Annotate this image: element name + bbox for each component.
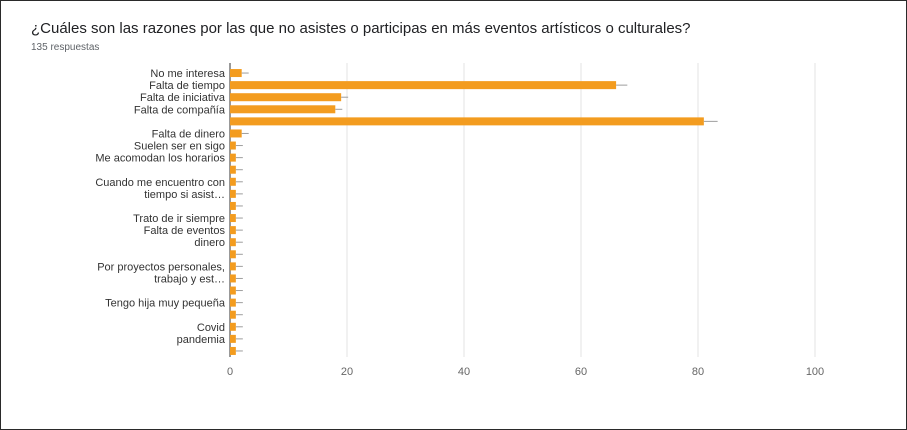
bar-13 — [230, 226, 236, 235]
category-label-0: No me interesa — [150, 68, 225, 80]
x-tick-label-4: 80 — [692, 366, 704, 378]
bar-7 — [230, 153, 236, 162]
bar-2 — [230, 93, 342, 102]
bar-5 — [230, 129, 242, 138]
category-label-6: Suelen ser en sigo — [134, 141, 225, 153]
grid-lines — [229, 63, 816, 357]
bar-16 — [230, 262, 236, 271]
bar-4 — [230, 117, 704, 126]
bar-23 — [230, 346, 236, 355]
category-label-17: trabajo y est… — [154, 273, 225, 285]
category-label-16: Por proyectos personales, — [97, 261, 225, 273]
category-label-3: Falta de compañía — [134, 104, 226, 116]
category-label-7: Me acomodan los horarios — [95, 153, 225, 165]
bars — [230, 69, 718, 355]
bar-1 — [230, 81, 617, 90]
bar-19 — [230, 298, 236, 307]
bar-10 — [230, 189, 236, 198]
bar-6 — [230, 141, 236, 150]
bar-0 — [230, 69, 242, 78]
response-count: 135 respuestas — [31, 42, 100, 53]
bar-21 — [230, 322, 236, 331]
category-label-22: pandemia — [177, 334, 226, 346]
x-tick-label-3: 60 — [575, 366, 587, 378]
bar-12 — [230, 214, 236, 223]
category-label-13: Falta de eventos — [144, 225, 226, 237]
x-axis-ticks: 0 20 40 60 80 100 — [227, 366, 824, 378]
bar-15 — [230, 250, 236, 259]
category-label-1: Falta de tiempo — [149, 80, 225, 92]
bar-14 — [230, 238, 236, 247]
chart-title: ¿Cuáles son las razones por las que no a… — [31, 20, 691, 37]
bar-11 — [230, 201, 236, 210]
bar-8 — [230, 165, 236, 174]
bar-17 — [230, 274, 236, 283]
x-tick-label-2: 40 — [458, 366, 470, 378]
category-label-21: Covid — [197, 322, 225, 334]
category-label-5: Falta de dinero — [152, 128, 225, 140]
x-tick-label-1: 20 — [341, 366, 353, 378]
bar-3 — [230, 105, 336, 114]
category-label-19: Tengo hija muy pequeña — [105, 298, 226, 310]
bar-18 — [230, 286, 236, 295]
category-label-12: Trato de ir siempre — [133, 213, 225, 225]
x-tick-label-0: 0 — [227, 366, 233, 378]
bar-22 — [230, 334, 236, 343]
category-label-10: tiempo si asist… — [144, 189, 225, 201]
category-label-2: Falta de iniciativa — [140, 92, 226, 104]
category-label-9: Cuando me encuentro con — [95, 177, 225, 189]
bar-20 — [230, 310, 236, 319]
x-tick-label-5: 100 — [806, 366, 824, 378]
bar-9 — [230, 177, 236, 186]
category-label-14: dinero — [194, 237, 225, 249]
